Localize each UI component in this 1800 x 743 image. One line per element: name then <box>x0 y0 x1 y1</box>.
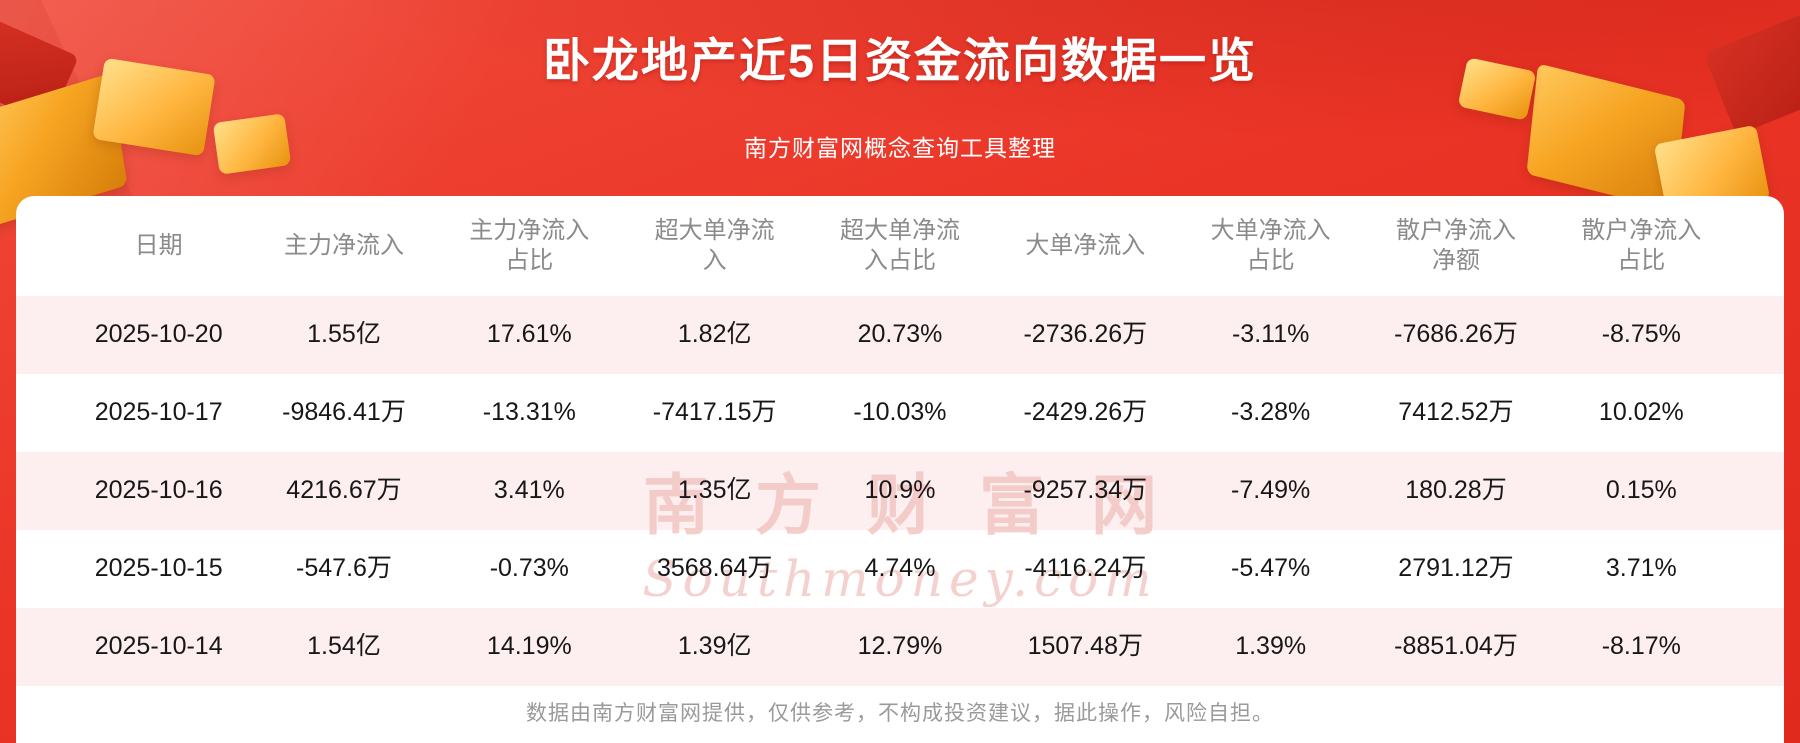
column-header: 日期 <box>134 232 183 259</box>
table-cell: 3.71% <box>1605 554 1677 583</box>
table-header-row: 日期 主力净流入 主力净流入 占比 超大单净流 入 超大单净流 入占比 大单净流入 大单净流… <box>16 196 1784 296</box>
column-header: 大单净流入 占比 <box>1210 217 1331 274</box>
fund-flow-table: 日期 主力净流入 主力净流入 占比 超大单净流 入 超大单净流 入占比 大单净流入 大单净流… <box>16 196 1784 686</box>
table-cell: 7412.52万 <box>1398 398 1514 427</box>
table-cell: -4116.24万 <box>1024 554 1147 583</box>
table-cell: -7686.26万 <box>1394 320 1518 349</box>
table-cell: -547.6万 <box>296 554 392 583</box>
column-header: 超大单净流 入 <box>654 217 775 274</box>
data-panel: 南方财富网 Southmoney.com 日期 主力净流入 主力净流入 占比 超大单净… <box>16 196 1784 743</box>
table-cell: -3.11% <box>1231 320 1310 349</box>
column-header: 散户净流入 净额 <box>1395 217 1516 274</box>
table-cell: -9846.41万 <box>282 398 406 427</box>
table-cell: 10.02% <box>1598 398 1684 427</box>
table-cell: 17.61% <box>486 320 572 349</box>
table-cell: 180.28万 <box>1405 476 1507 505</box>
table-cell: 2025-10-20 <box>94 320 223 349</box>
table-row: 2025-10-16 4216.67万 3.41% 1.35亿 10.9% -9257.3… <box>16 452 1784 530</box>
table-cell: -10.03% <box>853 398 947 427</box>
table-cell: -8.75% <box>1601 320 1681 349</box>
table-cell: 1507.48万 <box>1027 632 1143 661</box>
column-header: 散户净流入 占比 <box>1581 217 1702 274</box>
column-header: 主力净流入 <box>283 232 404 259</box>
table-row: 2025-10-17 -9846.41万 -13.31% -7417.15万 -10.0… <box>16 374 1784 452</box>
table-cell: -7.49% <box>1231 476 1311 505</box>
table-cell: -5.47% <box>1231 554 1311 583</box>
table-cell: 2791.12万 <box>1398 554 1514 583</box>
table-cell: 1.54亿 <box>307 632 381 661</box>
table-cell: 3.41% <box>493 476 565 505</box>
table-cell: 2025-10-14 <box>94 632 223 661</box>
table-cell: 4.74% <box>864 554 936 583</box>
table-cell: 1.39亿 <box>677 632 752 661</box>
table-cell: -7417.15万 <box>652 398 777 427</box>
table-cell: -8851.04万 <box>1394 632 1518 661</box>
table-cell: 0.15% <box>1605 476 1677 505</box>
table-body: 2025-10-20 1.55亿 17.61% 1.82亿 20.73% -2736.26… <box>16 296 1784 686</box>
table-cell: 2025-10-15 <box>94 554 223 583</box>
table-cell: 2025-10-17 <box>94 398 223 427</box>
table-cell: 1.55亿 <box>307 320 381 349</box>
table-cell: 10.9% <box>864 476 936 505</box>
table-cell: 2025-10-16 <box>94 476 223 505</box>
table-cell: -13.31% <box>482 398 576 427</box>
table-cell: 1.39% <box>1235 632 1307 661</box>
table-cell: -8.17% <box>1601 632 1681 661</box>
table-cell: 1.35亿 <box>677 476 752 505</box>
table-cell: -2429.26万 <box>1023 398 1148 427</box>
column-header: 大单净流入 <box>1025 232 1146 259</box>
column-header: 主力净流入 占比 <box>469 217 590 274</box>
table-cell: -3.28% <box>1231 398 1311 427</box>
table-cell: 4216.67万 <box>286 476 402 505</box>
table-cell: -9257.34万 <box>1023 476 1148 505</box>
table-cell: 3568.64万 <box>656 554 773 583</box>
table-cell: 12.79% <box>857 632 943 661</box>
table-cell: 20.73% <box>857 320 943 349</box>
table-row: 2025-10-14 1.54亿 14.19% 1.39亿 12.79% 1507.48万… <box>16 608 1784 686</box>
table-cell: -2736.26万 <box>1023 320 1148 349</box>
column-header: 超大单净流 入占比 <box>839 217 960 274</box>
page-subtitle: 南方财富网概念查询工具整理 <box>744 135 1056 161</box>
disclaimer-text: 数据由南方财富网提供，仅供参考，不构成投资建议，据此操作，风险自担。 <box>526 702 1274 725</box>
page-title: 卧龙地产近5日资金流向数据一览 <box>542 34 1258 87</box>
table-cell: 1.82亿 <box>677 320 752 349</box>
table-row: 2025-10-20 1.55亿 17.61% 1.82亿 20.73% -2736.26… <box>16 296 1784 374</box>
table-cell: 14.19% <box>486 632 572 661</box>
table-row: 2025-10-15 -547.6万 -0.73% 3568.64万 4.74% -411… <box>16 530 1784 608</box>
table-cell: -0.73% <box>489 554 569 583</box>
